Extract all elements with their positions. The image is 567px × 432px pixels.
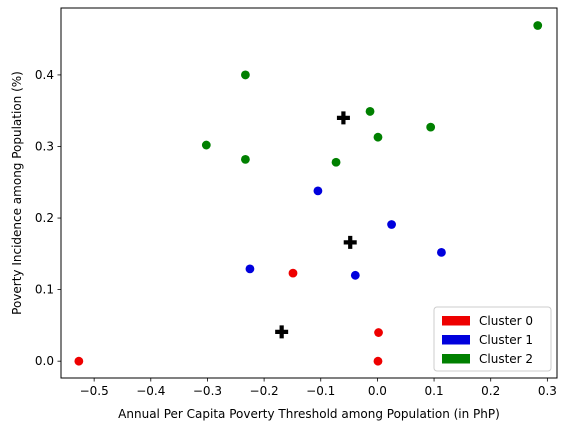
cluster-2-point [331, 157, 341, 167]
x-tick-label: 0.3 [538, 384, 557, 398]
x-tick-label: −0.3 [193, 384, 222, 398]
legend-swatch [442, 335, 470, 345]
cluster-2-point [241, 70, 250, 80]
cluster-1-point [313, 186, 323, 196]
y-axis-label: Poverty Incidence among Population (%) [10, 71, 24, 315]
centroid-markers [275, 111, 357, 339]
y-tick-label: 0.1 [35, 283, 54, 297]
cluster-2-point [373, 132, 383, 142]
cluster-2-point [365, 107, 375, 116]
cluster-2-point [426, 122, 436, 132]
x-axis-label: Annual Per Capita Poverty Threshold amon… [118, 407, 500, 421]
x-tick-label: 0.0 [368, 384, 387, 398]
data-points [74, 21, 543, 366]
centroid-plus-marker [275, 325, 289, 339]
cluster-0-point [288, 268, 298, 278]
legend-label: Cluster 1 [479, 333, 533, 347]
cluster-1-point [437, 248, 446, 257]
x-tick-label: −0.2 [250, 384, 279, 398]
x-tick-label: −0.1 [306, 384, 335, 398]
x-axis-ticks: −0.5 −0.4 −0.3 −0.2 −0.1 0.0 0.1 0.2 0.3 [80, 378, 557, 398]
cluster-0-point [373, 356, 383, 366]
cluster-1-point [245, 264, 255, 274]
legend-label: Cluster 2 [479, 352, 533, 366]
legend-swatch [442, 316, 470, 326]
y-tick-label: 0.4 [35, 68, 54, 82]
y-tick-label: 0.2 [35, 211, 54, 225]
y-tick-label: 0.3 [35, 139, 54, 153]
legend-swatch [442, 354, 470, 364]
y-tick-label: 0.0 [35, 354, 54, 368]
cluster-0-point [374, 328, 383, 337]
legend-label: Cluster 0 [479, 314, 533, 328]
cluster-1-point [387, 220, 396, 229]
legend: Cluster 0 Cluster 1 Cluster 2 [433, 306, 552, 372]
cluster-0-point [74, 356, 84, 366]
centroid-plus-marker [336, 111, 350, 125]
cluster-2-point [201, 140, 211, 150]
cluster-2-point [241, 154, 250, 164]
plot-frame [60, 7, 558, 379]
cluster-1-point [350, 270, 360, 280]
y-axis-ticks: 0.0 0.1 0.2 0.3 0.4 [35, 68, 61, 368]
x-tick-label: −0.4 [136, 384, 165, 398]
x-tick-label: −0.5 [80, 384, 109, 398]
x-tick-label: 0.1 [425, 384, 444, 398]
cluster-2-point [533, 21, 543, 30]
x-tick-label: 0.2 [481, 384, 500, 398]
centroid-plus-marker [343, 235, 357, 249]
